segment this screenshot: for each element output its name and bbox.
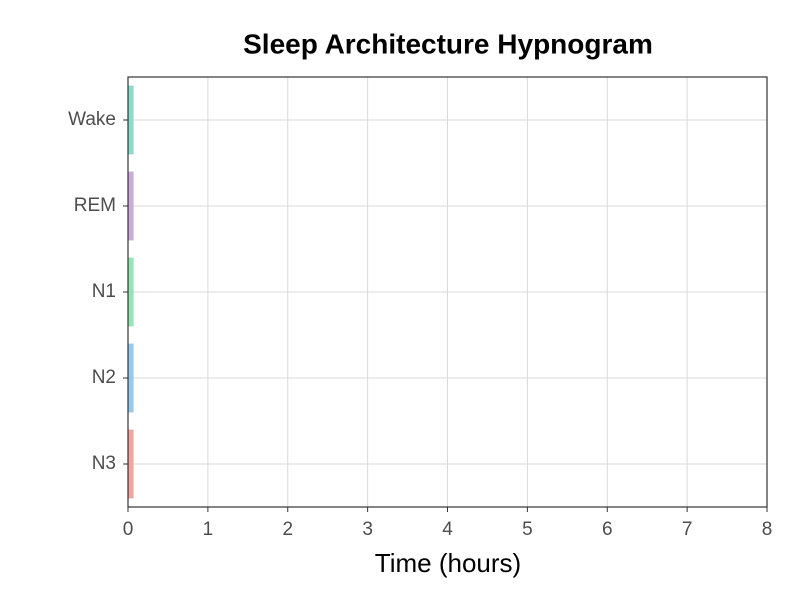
- y-tick-label: Wake: [68, 109, 116, 130]
- x-tick-label: 6: [602, 519, 613, 540]
- x-tick-label: 3: [362, 519, 373, 540]
- plot-frame: [127, 76, 768, 508]
- y-tick-label: REM: [74, 195, 116, 216]
- bar: [128, 257, 134, 327]
- x-tick-label: 7: [682, 519, 693, 540]
- chart-title: Sleep Architecture Hypnogram: [243, 28, 653, 59]
- x-tick-label: 8: [762, 519, 773, 540]
- x-tick-label: 1: [203, 519, 214, 540]
- x-tick-label: 5: [522, 519, 533, 540]
- x-tick-label: 2: [282, 519, 293, 540]
- x-tick-label: 0: [123, 519, 134, 540]
- y-tick-label: N1: [92, 281, 116, 302]
- x-axis-label: Time (hours): [375, 548, 521, 578]
- bar: [128, 343, 134, 413]
- bar: [128, 171, 134, 241]
- bar: [128, 429, 134, 499]
- y-tick-label: N3: [92, 453, 116, 474]
- bar: [128, 85, 134, 155]
- y-tick-label: N2: [92, 367, 116, 388]
- x-tick-label: 4: [442, 519, 453, 540]
